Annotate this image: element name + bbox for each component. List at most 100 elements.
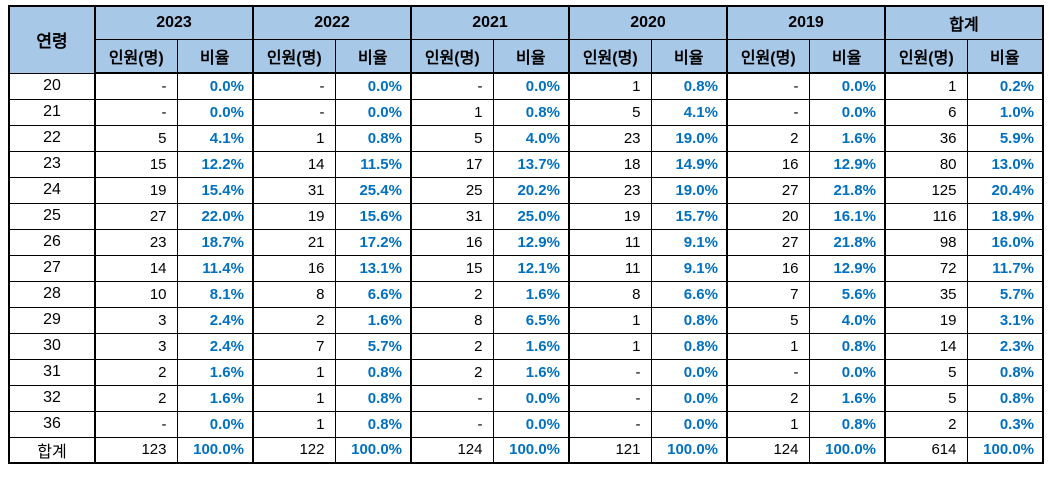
count-cell: 1 xyxy=(568,306,652,334)
count-cell: 2 xyxy=(252,306,336,334)
count-cell: 36 xyxy=(884,124,968,152)
ratio-cell: 4.0% xyxy=(808,306,886,334)
count-cell: 121 xyxy=(568,436,652,464)
count-cell: 27 xyxy=(726,176,810,204)
table-row: 32 2 1.6% 1 0.8% -0.0% -0.0% 2 1.6% 5 0.8% xyxy=(8,384,1044,412)
count-cell: 19 xyxy=(568,202,652,230)
count-cell: 122 xyxy=(252,436,336,464)
ratio-cell: 1.6% xyxy=(808,124,886,152)
ratio-cell: 5.7% xyxy=(966,280,1044,308)
count-cell: - xyxy=(410,384,494,412)
ratio-cell: 100.0% xyxy=(650,436,728,464)
count-cell: 8 xyxy=(568,280,652,308)
ratio-cell: 6.6% xyxy=(650,280,728,308)
count-cell: 14 xyxy=(884,332,968,360)
count-cell: 1 xyxy=(726,332,810,360)
count-subheader: 인원(명) xyxy=(568,38,652,74)
count-cell: 19 xyxy=(252,202,336,230)
year-group-header: 2023 xyxy=(94,5,254,40)
count-cell: 20 xyxy=(726,202,810,230)
count-cell: 1 xyxy=(252,124,336,152)
ratio-cell: 0.0% xyxy=(650,384,728,412)
count-subheader: 인원(명) xyxy=(410,38,494,74)
ratio-cell: 21.8% xyxy=(808,228,886,256)
count-cell: 124 xyxy=(726,436,810,464)
ratio-subheader: 비율 xyxy=(176,38,254,74)
count-cell: 2 xyxy=(94,358,178,386)
ratio-cell: 12.1% xyxy=(492,254,570,282)
age-cell: 합계 xyxy=(8,436,96,464)
count-cell: 7 xyxy=(726,280,810,308)
table-row: 28 10 8.1% 8 6.6% 2 1.6% 8 6.6% 7 5.6% 35 5.7% xyxy=(8,280,1044,308)
count-cell: 1 xyxy=(568,332,652,360)
ratio-cell: 0.0% xyxy=(176,72,254,100)
count-cell: 11 xyxy=(568,228,652,256)
age-cell: 31 xyxy=(8,358,96,386)
count-cell: 614 xyxy=(884,436,968,464)
count-cell: 80 xyxy=(884,150,968,178)
count-cell: 7 xyxy=(252,332,336,360)
count-cell: - xyxy=(726,358,810,386)
ratio-cell: 13.7% xyxy=(492,150,570,178)
count-cell: 14 xyxy=(252,150,336,178)
ratio-cell: 14.9% xyxy=(650,150,728,178)
ratio-cell: 9.1% xyxy=(650,254,728,282)
count-cell: 8 xyxy=(410,306,494,334)
ratio-cell: 0.8% xyxy=(966,358,1044,386)
header-row-years: 연령 2023 2022 2021 2020 2019 합계 xyxy=(8,5,1044,74)
count-cell: 16 xyxy=(410,228,494,256)
ratio-cell: 0.8% xyxy=(334,358,412,386)
table-row: 21-0.0% -0.0% 1 0.8% 5 4.1% -0.0% 6 1.0% xyxy=(8,98,1044,126)
count-cell: 2 xyxy=(410,280,494,308)
table-row: 23 15 12.2% 14 11.5% 17 13.7% 18 14.9% 16 12.9% 80 1… xyxy=(8,150,1044,178)
count-cell: 11 xyxy=(568,254,652,282)
count-cell: 2 xyxy=(726,124,810,152)
ratio-cell: 5.6% xyxy=(808,280,886,308)
age-cell: 25 xyxy=(8,202,96,230)
ratio-cell: 0.0% xyxy=(176,98,254,126)
ratio-cell: 0.0% xyxy=(492,384,570,412)
table-row: 31 2 1.6% 1 0.8% 2 1.6% -0.0% -0.0% 5 0.8% xyxy=(8,358,1044,386)
ratio-cell: 11.4% xyxy=(176,254,254,282)
ratio-cell: 4.1% xyxy=(650,98,728,126)
ratio-subheader: 비율 xyxy=(334,38,412,74)
ratio-cell: 0.0% xyxy=(492,410,570,438)
count-cell: 23 xyxy=(568,124,652,152)
count-cell: 124 xyxy=(410,436,494,464)
count-cell: 19 xyxy=(94,176,178,204)
table-row: 22 5 4.1% 1 0.8% 5 4.0% 23 19.0% 2 1.6% 36 5.9% xyxy=(8,124,1044,152)
count-cell: 5 xyxy=(568,98,652,126)
table-row: 20-0.0% -0.0% -0.0% 1 0.8% -0.0% 1 0.2% xyxy=(8,72,1044,100)
count-cell: - xyxy=(410,410,494,438)
table-row: 36-0.0% 1 0.8% -0.0% -0.0% 1 0.8% 2 0.3% xyxy=(8,410,1044,438)
ratio-cell: 0.8% xyxy=(650,72,728,100)
count-cell: 2 xyxy=(884,410,968,438)
age-cell: 22 xyxy=(8,124,96,152)
count-cell: 123 xyxy=(94,436,178,464)
ratio-cell: 16.1% xyxy=(808,202,886,230)
count-cell: 18 xyxy=(568,150,652,178)
ratio-cell: 19.0% xyxy=(650,124,728,152)
ratio-cell: 20.4% xyxy=(966,176,1044,204)
count-cell: - xyxy=(726,72,810,100)
count-cell: 1 xyxy=(252,410,336,438)
corner-header-age: 연령 xyxy=(8,5,96,74)
count-cell: 5 xyxy=(884,358,968,386)
count-cell: 27 xyxy=(726,228,810,256)
year-group-header: 2020 xyxy=(568,5,728,40)
ratio-cell: 0.8% xyxy=(966,384,1044,412)
count-cell: - xyxy=(568,358,652,386)
count-cell: 5 xyxy=(410,124,494,152)
count-cell: 19 xyxy=(884,306,968,334)
ratio-cell: 0.8% xyxy=(334,410,412,438)
ratio-subheader: 비율 xyxy=(492,38,570,74)
count-cell: 5 xyxy=(726,306,810,334)
count-cell: 21 xyxy=(252,228,336,256)
ratio-cell: 16.0% xyxy=(966,228,1044,256)
count-cell: 98 xyxy=(884,228,968,256)
ratio-cell: 5.7% xyxy=(334,332,412,360)
age-cell: 32 xyxy=(8,384,96,412)
ratio-cell: 6.5% xyxy=(492,306,570,334)
count-cell: 31 xyxy=(410,202,494,230)
count-cell: 1 xyxy=(884,72,968,100)
